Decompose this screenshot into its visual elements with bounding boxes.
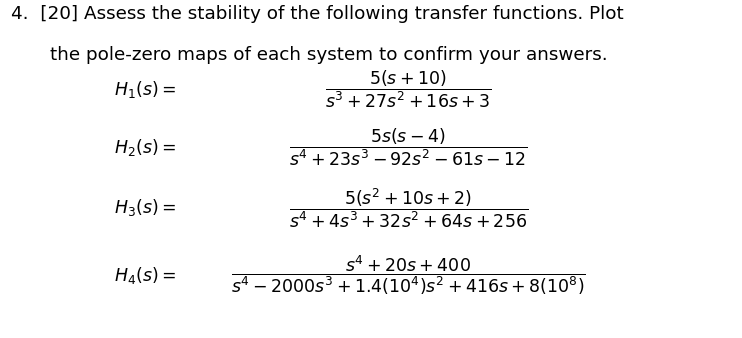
Text: $\dfrac{5s(s-4)}{s^4+23s^3-92s^2-61s-12}$: $\dfrac{5s(s-4)}{s^4+23s^3-92s^2-61s-12}… bbox=[289, 126, 528, 168]
Text: $H_4(s)=$: $H_4(s)=$ bbox=[114, 265, 176, 286]
Text: $\dfrac{5(s+10)}{s^3+27s^2+16s+3}$: $\dfrac{5(s+10)}{s^3+27s^2+16s+3}$ bbox=[325, 69, 491, 110]
Text: $H_1(s)=$: $H_1(s)=$ bbox=[114, 79, 176, 100]
Text: $H_2(s)=$: $H_2(s)=$ bbox=[114, 137, 176, 158]
Text: $\dfrac{5(s^2+10s+2)}{s^4+4s^3+32s^2+64s+256}$: $\dfrac{5(s^2+10s+2)}{s^4+4s^3+32s^2+64s… bbox=[289, 186, 528, 230]
Text: 4.  [20] Assess the stability of the following transfer functions. Plot: 4. [20] Assess the stability of the foll… bbox=[11, 5, 624, 23]
Text: $\dfrac{s^4+20s+400}{s^4-2000s^3+1.4(10^4)s^2+416s+8(10^8)}$: $\dfrac{s^4+20s+400}{s^4-2000s^3+1.4(10^… bbox=[231, 254, 585, 297]
Text: the pole-zero maps of each system to confirm your answers.: the pole-zero maps of each system to con… bbox=[50, 46, 608, 64]
Text: $H_3(s)=$: $H_3(s)=$ bbox=[114, 197, 176, 218]
